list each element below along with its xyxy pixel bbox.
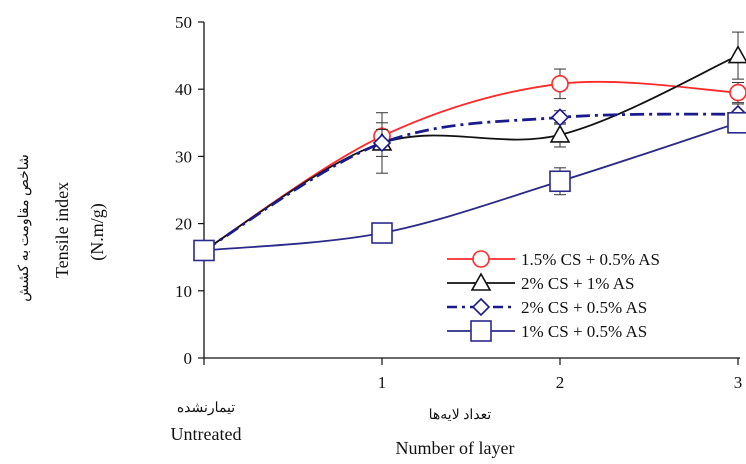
legend: 1.5% CS + 0.5% AS 2% CS + 1% AS 2% CS + 0.…	[447, 250, 660, 342]
y-axis-unit: (N.m/g)	[87, 203, 108, 261]
x-tick-label-untreated-fa: تیمارنشده	[177, 401, 235, 416]
data-point	[729, 83, 746, 102]
legend-swatch-marker	[471, 297, 491, 317]
y-tick-label: 10	[175, 282, 192, 301]
series-line	[203, 121, 739, 252]
x-tick-label: 3	[734, 373, 743, 392]
legend-swatch-marker	[472, 250, 490, 268]
y-tick-label: 20	[175, 215, 192, 234]
legend-label: 1.5% CS + 0.5% AS	[521, 250, 660, 269]
x-tick-label-untreated-en: Untreated	[171, 424, 242, 444]
x-axis-label: Number of layer	[396, 438, 515, 458]
y-axis-label: Tensile index	[52, 182, 72, 278]
data-point	[549, 124, 571, 143]
data-point	[727, 44, 746, 64]
axes-layer: 0 10 20 30 40 50 1 2 3	[175, 13, 742, 392]
series-square	[193, 112, 746, 262]
legend-swatch-marker	[470, 272, 492, 291]
legend-item: 1.5% CS + 0.5% AS	[447, 250, 660, 269]
legend-label: 2% CS + 1% AS	[521, 274, 635, 293]
y-tick-label: 50	[175, 13, 192, 32]
y-tick-label: 0	[184, 349, 193, 368]
series-circle	[195, 68, 746, 260]
data-point	[727, 112, 746, 134]
series-line	[203, 112, 739, 252]
legend-label: 1% CS + 0.5% AS	[521, 322, 647, 341]
data-point	[549, 170, 571, 193]
legend-item: 1% CS + 0.5% AS	[447, 320, 647, 342]
x-tick-label: 1	[378, 373, 387, 392]
data-point	[551, 75, 569, 93]
series-layer	[193, 31, 746, 262]
legend-item: 2% CS + 0.5% AS	[447, 297, 647, 317]
x-tick-label: 2	[556, 373, 565, 392]
data-point	[193, 239, 215, 262]
data-point	[372, 133, 392, 153]
series-triangle	[193, 31, 746, 259]
y-tick-label: 40	[175, 80, 192, 99]
series-diamond	[194, 103, 746, 260]
legend-label: 2% CS + 0.5% AS	[521, 298, 647, 317]
data-point	[550, 108, 570, 127]
data-point	[371, 222, 393, 244]
series-line	[203, 80, 739, 252]
y-axis-label-fa: شاخص مقاومت به کشش	[17, 154, 32, 302]
legend-item: 2% CS + 1% AS	[447, 272, 635, 293]
x-axis-label-fa: تعداد لایه‌ها	[429, 408, 492, 423]
y-tick-label: 30	[175, 147, 192, 166]
legend-swatch-marker	[470, 320, 492, 342]
